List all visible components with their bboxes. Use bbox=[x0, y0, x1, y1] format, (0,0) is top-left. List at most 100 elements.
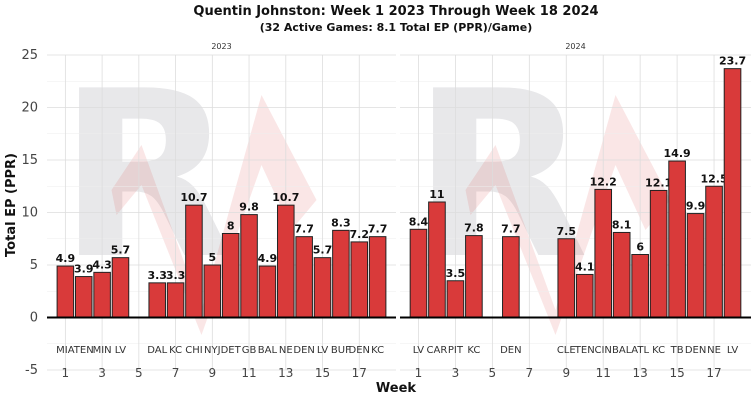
x-tick-label: 17 bbox=[352, 366, 367, 380]
opponent-label: LV bbox=[413, 345, 424, 356]
chart-subtitle: (32 Active Games: 8.1 Total EP (PPR)/Gam… bbox=[260, 21, 533, 34]
bar bbox=[185, 204, 203, 318]
bar-value-label: 10.7 bbox=[180, 191, 207, 204]
facet-label: 2023 bbox=[211, 42, 231, 51]
chart-title: Quentin Johnston: Week 1 2023 Through We… bbox=[193, 4, 598, 19]
x-tick-label: 3 bbox=[452, 366, 460, 380]
bar bbox=[295, 236, 313, 318]
bar bbox=[446, 280, 465, 318]
bar-value-label: 4.3 bbox=[92, 258, 112, 271]
opponent-label: LV bbox=[115, 345, 126, 356]
bar-value-label: 5.7 bbox=[111, 244, 131, 257]
bar bbox=[686, 213, 705, 318]
opponent-label: DAL bbox=[147, 345, 167, 356]
bar bbox=[350, 241, 369, 318]
y-tick-label: 10 bbox=[21, 206, 38, 221]
bar-value-label: 10.7 bbox=[272, 191, 299, 204]
bar bbox=[56, 265, 75, 318]
bar bbox=[93, 271, 111, 319]
opponent-label: MIN bbox=[93, 345, 112, 356]
bar bbox=[148, 282, 166, 319]
opponent-label: PIT bbox=[448, 345, 464, 356]
bar-value-label: 9.9 bbox=[686, 200, 706, 213]
bar bbox=[705, 185, 723, 318]
bar-value-label: 7.2 bbox=[350, 228, 370, 241]
bar-value-label: 5.7 bbox=[313, 244, 333, 257]
opponent-label: CLE bbox=[557, 345, 576, 356]
bar-value-label: 9.8 bbox=[239, 201, 259, 214]
opponent-label: DEN bbox=[293, 345, 315, 356]
x-tick-label: 13 bbox=[633, 366, 648, 380]
bar bbox=[409, 228, 428, 318]
x-tick-label: 11 bbox=[596, 366, 611, 380]
bar-value-label: 3.3 bbox=[147, 269, 167, 282]
bar bbox=[631, 254, 649, 318]
opponent-label: BUF bbox=[331, 345, 351, 356]
x-axis-title: Week bbox=[376, 381, 417, 396]
opponent-label: CIN bbox=[594, 345, 611, 356]
bar bbox=[612, 231, 631, 318]
bar bbox=[502, 236, 520, 318]
x-tick-label: 3 bbox=[98, 366, 106, 380]
watermark-shape bbox=[465, 95, 671, 335]
facet-label: 2024 bbox=[565, 42, 585, 51]
opponent-label: LV bbox=[727, 345, 738, 356]
bar bbox=[277, 204, 295, 318]
bar-value-label: 3.5 bbox=[446, 267, 466, 280]
opponent-label: KC bbox=[467, 345, 480, 356]
x-tick-label: 15 bbox=[669, 366, 684, 380]
x-tick-label: 7 bbox=[172, 366, 180, 380]
opponent-label: DEN bbox=[500, 345, 522, 356]
bar-value-label: 3.9 bbox=[74, 263, 94, 276]
x-tick-label: 11 bbox=[241, 366, 256, 380]
x-tick-label: 5 bbox=[135, 366, 143, 380]
bar-value-label: 4.1 bbox=[575, 260, 595, 273]
y-tick-label: 25 bbox=[21, 48, 38, 63]
bar-value-label: 12.1 bbox=[645, 176, 672, 189]
x-tick-label: 1 bbox=[415, 366, 423, 380]
bar-value-label: 11 bbox=[429, 188, 444, 201]
bar bbox=[723, 68, 742, 319]
y-tick-label: 0 bbox=[30, 311, 38, 326]
bar bbox=[258, 265, 277, 318]
y-tick-label: 20 bbox=[21, 101, 38, 116]
opponent-label: BAL bbox=[258, 345, 278, 356]
bar-value-label: 8 bbox=[227, 220, 235, 233]
opponent-label: BAL bbox=[612, 345, 632, 356]
bar bbox=[649, 189, 668, 318]
bar bbox=[332, 229, 350, 319]
bar bbox=[111, 257, 130, 318]
y-tick-label: 5 bbox=[30, 258, 38, 273]
bar bbox=[166, 282, 185, 319]
x-tick-label: 7 bbox=[525, 366, 533, 380]
bar bbox=[428, 201, 446, 318]
bar-value-label: 7.5 bbox=[557, 225, 577, 238]
bar bbox=[240, 214, 258, 319]
bar-value-label: 23.7 bbox=[719, 55, 746, 68]
opponent-label: NE bbox=[279, 345, 293, 356]
opponent-label: LV bbox=[317, 345, 328, 356]
x-tick-label: 9 bbox=[562, 366, 570, 380]
y-axis-title: Total EP (PPR) bbox=[4, 153, 19, 257]
bar-value-label: 7.7 bbox=[368, 223, 388, 236]
opponent-label: DET bbox=[221, 345, 242, 356]
watermark-shape bbox=[111, 95, 317, 335]
bar-value-label: 12.2 bbox=[590, 175, 617, 188]
opponent-label: KC bbox=[371, 345, 384, 356]
opponent-label: TEN bbox=[574, 345, 595, 356]
bar bbox=[74, 276, 93, 318]
x-tick-label: 1 bbox=[62, 366, 70, 380]
opponent-label: MIA bbox=[56, 345, 75, 356]
opponent-label: TEN bbox=[73, 345, 94, 356]
bar bbox=[557, 238, 576, 318]
opponent-label: NYJ bbox=[204, 345, 221, 356]
x-tick-label: 15 bbox=[315, 366, 330, 380]
bar-value-label: 4.9 bbox=[258, 252, 278, 265]
opponent-label: KC bbox=[652, 345, 665, 356]
bar-value-label: 5 bbox=[208, 251, 216, 264]
bar-value-label: 7.8 bbox=[464, 222, 484, 235]
bar bbox=[368, 236, 387, 318]
opponent-label: TB bbox=[670, 345, 684, 356]
